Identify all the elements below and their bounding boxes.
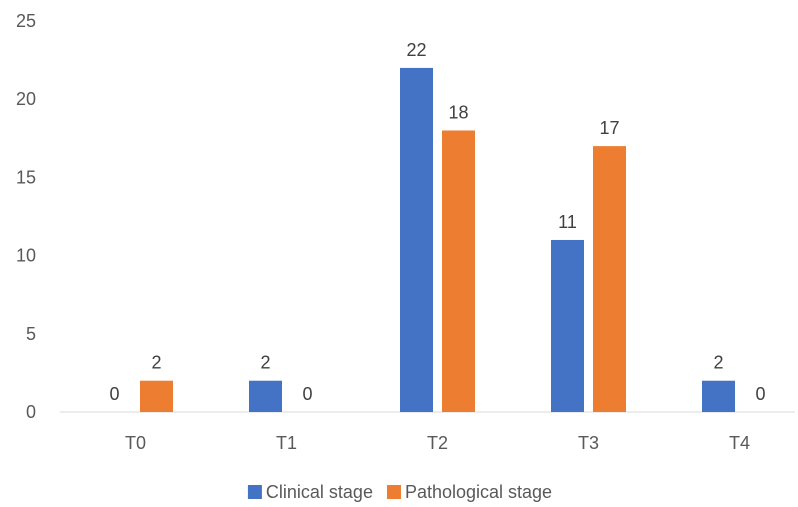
- data-label-clinical-stage-t2: 22: [406, 40, 426, 60]
- x-tick-label-t3: T3: [578, 433, 599, 453]
- bar-clinical-stage-t2: [400, 67, 433, 413]
- bar-pathological-stage-t2: [442, 130, 475, 413]
- y-tick-label-25: 25: [16, 11, 36, 31]
- data-label-pathological-stage-t1: 0: [302, 384, 312, 404]
- x-axis: T0 T1 T2 T3 T4: [60, 411, 795, 453]
- legend-label-clinical-stage: Clinical stage: [266, 482, 373, 502]
- bar-clinical-stage-t3: [551, 239, 584, 412]
- bar-pathological-stage-t3: [593, 146, 626, 412]
- legend-label-pathological-stage: Pathological stage: [405, 482, 552, 502]
- bar-clinical-stage-t4: [702, 380, 735, 412]
- x-tick-label-t1: T1: [276, 433, 297, 453]
- legend: Clinical stage Pathological stage: [247, 482, 552, 502]
- data-label-clinical-stage-t0: 0: [109, 384, 119, 404]
- y-axis: 0 5 10 15 20 25: [16, 11, 36, 422]
- legend-swatch-clinical-stage: [247, 485, 262, 499]
- bar-pathological-stage-t0: [140, 380, 173, 412]
- y-tick-label-0: 0: [26, 402, 36, 422]
- legend-swatch-pathological-stage: [386, 485, 401, 499]
- data-label-pathological-stage-t0: 2: [151, 353, 161, 373]
- bar-clinical-stage-t1: [249, 380, 282, 412]
- y-tick-label-10: 10: [16, 246, 36, 266]
- y-tick-label-5: 5: [26, 324, 36, 344]
- data-label-clinical-stage-t1: 2: [260, 353, 270, 373]
- data-label-pathological-stage-t4: 0: [755, 384, 765, 404]
- data-label-clinical-stage-t4: 2: [713, 353, 723, 373]
- data-label-pathological-stage-t3: 17: [599, 118, 619, 138]
- data-label-clinical-stage-t3: 11: [558, 212, 577, 232]
- y-tick-label-20: 20: [16, 89, 36, 109]
- y-tick-label-15: 15: [16, 167, 36, 187]
- bars: [140, 67, 735, 413]
- x-tick-label-t0: T0: [125, 433, 146, 453]
- x-tick-label-t2: T2: [427, 433, 448, 453]
- x-tick-label-t4: T4: [729, 433, 750, 453]
- data-label-pathological-stage-t2: 18: [448, 102, 468, 122]
